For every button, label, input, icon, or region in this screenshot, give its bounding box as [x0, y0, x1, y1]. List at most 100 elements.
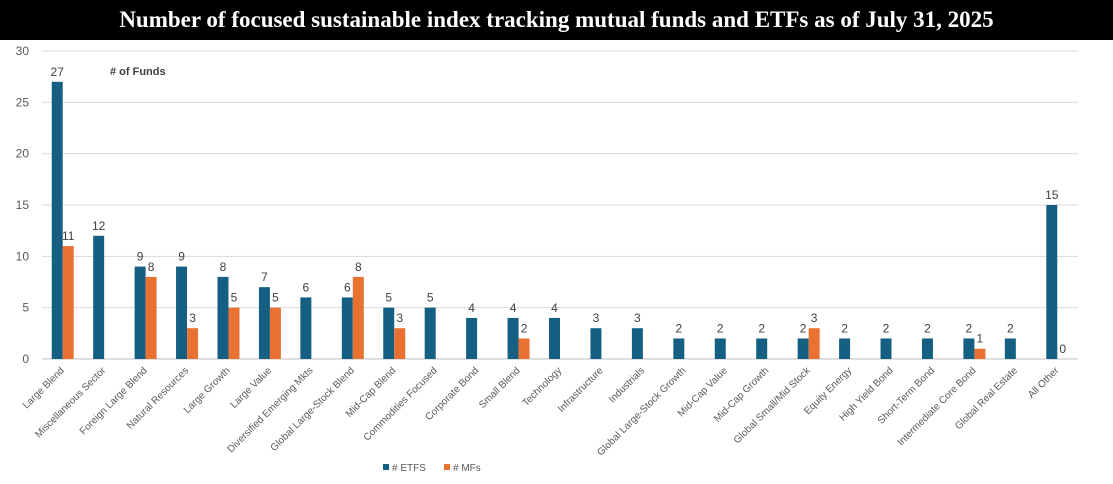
bar-etfs — [93, 235, 105, 359]
bar-etfs — [963, 338, 975, 359]
y-tick-label: 0 — [22, 352, 29, 366]
category-label: Small Blend — [477, 365, 523, 411]
data-label-etfs: 15 — [1045, 188, 1059, 202]
category-label: Diversified Emerging Mkts — [226, 365, 316, 455]
data-label-etfs: 5 — [385, 291, 392, 305]
bar-etfs — [217, 276, 229, 359]
category-label: Intermediate Core Bond — [896, 365, 979, 448]
legend-label-etfs: # ETFS — [392, 463, 426, 474]
data-label-etfs: 27 — [51, 65, 65, 79]
bars — [51, 81, 1058, 360]
category-label: Large Blend — [21, 365, 67, 411]
data-label-etfs: 2 — [883, 321, 890, 335]
data-label-etfs: 2 — [966, 321, 973, 335]
data-label-mfs: 8 — [148, 260, 155, 274]
bar-mfs — [228, 307, 240, 359]
bar-mfs — [62, 246, 74, 359]
bar-etfs — [383, 307, 395, 359]
data-label-mfs: 1 — [977, 332, 984, 346]
bar-etfs — [797, 338, 809, 359]
data-label-mfs: 11 — [62, 229, 75, 243]
bar-etfs — [300, 297, 312, 359]
bar-mfs — [187, 328, 199, 359]
legend-label-mfs: # MFs — [453, 463, 481, 474]
data-label-etfs: 2 — [841, 321, 848, 335]
data-label-mfs: 2 — [521, 321, 528, 335]
bar-etfs — [51, 81, 63, 360]
data-label-etfs: 6 — [344, 280, 351, 294]
data-label-etfs: 9 — [137, 250, 144, 264]
bar-etfs — [258, 287, 270, 359]
data-label-mfs: 3 — [189, 311, 196, 325]
bar-etfs — [134, 266, 146, 359]
data-label-etfs: 4 — [551, 301, 558, 315]
category-label: Large Value — [229, 365, 275, 411]
data-label-etfs: 7 — [261, 270, 268, 284]
y-tick-label: 15 — [16, 198, 30, 212]
bar-etfs — [549, 317, 560, 359]
data-label-etfs: 5 — [427, 291, 434, 305]
bar-etfs — [631, 328, 643, 359]
data-label-etfs: 9 — [178, 250, 185, 264]
bar-etfs — [880, 338, 892, 359]
data-label-etfs: 2 — [717, 321, 724, 335]
bar-mfs — [145, 276, 157, 359]
data-label-mfs: 8 — [355, 260, 362, 274]
data-label-etfs: 2 — [924, 321, 931, 335]
data-label-mfs: 0 — [1059, 342, 1066, 356]
category-label: Commodities Focused — [362, 365, 440, 443]
bar-etfs — [341, 297, 353, 359]
bar-mfs — [808, 328, 820, 359]
category-label: Global Large-Stock Blend — [269, 365, 357, 453]
bar-mfs — [394, 328, 406, 359]
category-label: Global Large-Stock Growth — [595, 365, 688, 458]
annotation-funds: # of Funds — [110, 66, 166, 78]
data-label-etfs: 12 — [92, 219, 106, 233]
gridlines — [42, 50, 1078, 360]
data-label-mfs: 3 — [396, 311, 403, 325]
bar-etfs — [466, 317, 478, 359]
category-label: Industrials — [607, 365, 647, 405]
data-label-etfs: 8 — [220, 260, 227, 274]
bar-etfs — [921, 338, 933, 359]
category-label: Global Small/Mid Stock — [732, 365, 814, 447]
data-label-etfs: 2 — [675, 321, 682, 335]
bar-mfs — [518, 338, 530, 359]
data-label-etfs: 2 — [758, 321, 765, 335]
data-label-etfs: 4 — [510, 301, 517, 315]
bar-etfs — [424, 307, 436, 359]
data-label-mfs: 3 — [811, 311, 818, 325]
category-label: Infrastructure — [556, 365, 606, 415]
y-tick-label: 25 — [16, 95, 30, 109]
bar-etfs — [1046, 205, 1058, 359]
data-label-etfs: 2 — [1007, 321, 1014, 335]
bar-mfs — [352, 276, 364, 359]
y-tick-label: 5 — [22, 301, 29, 315]
chart-title: Number of focused sustainable index trac… — [119, 7, 994, 32]
category-label: All Other — [1026, 365, 1062, 401]
bar-etfs — [839, 338, 851, 359]
legend-swatch-mfs — [444, 464, 450, 470]
category-label: Miscellaneous Sector — [33, 365, 108, 440]
bar-etfs — [673, 338, 685, 359]
data-label-etfs: 6 — [303, 280, 310, 294]
bar-mfs — [269, 307, 281, 359]
y-tick-label: 30 — [16, 44, 30, 58]
bar-etfs — [176, 266, 188, 359]
category-label: Technology — [521, 365, 565, 409]
bar-etfs — [507, 317, 519, 359]
bar-etfs — [756, 338, 768, 359]
title-bar: Number of focused sustainable index trac… — [0, 0, 1113, 40]
bar-etfs — [714, 338, 726, 359]
data-label-etfs: 4 — [468, 301, 475, 315]
data-label-etfs: 3 — [593, 311, 600, 325]
y-tick-label: 10 — [16, 249, 30, 263]
y-tick-label: 20 — [16, 147, 30, 161]
data-label-mfs: 5 — [272, 291, 279, 305]
bar-etfs — [1004, 338, 1016, 359]
legend: # ETFS # MFs — [383, 463, 481, 474]
data-label-etfs: 3 — [634, 311, 641, 325]
